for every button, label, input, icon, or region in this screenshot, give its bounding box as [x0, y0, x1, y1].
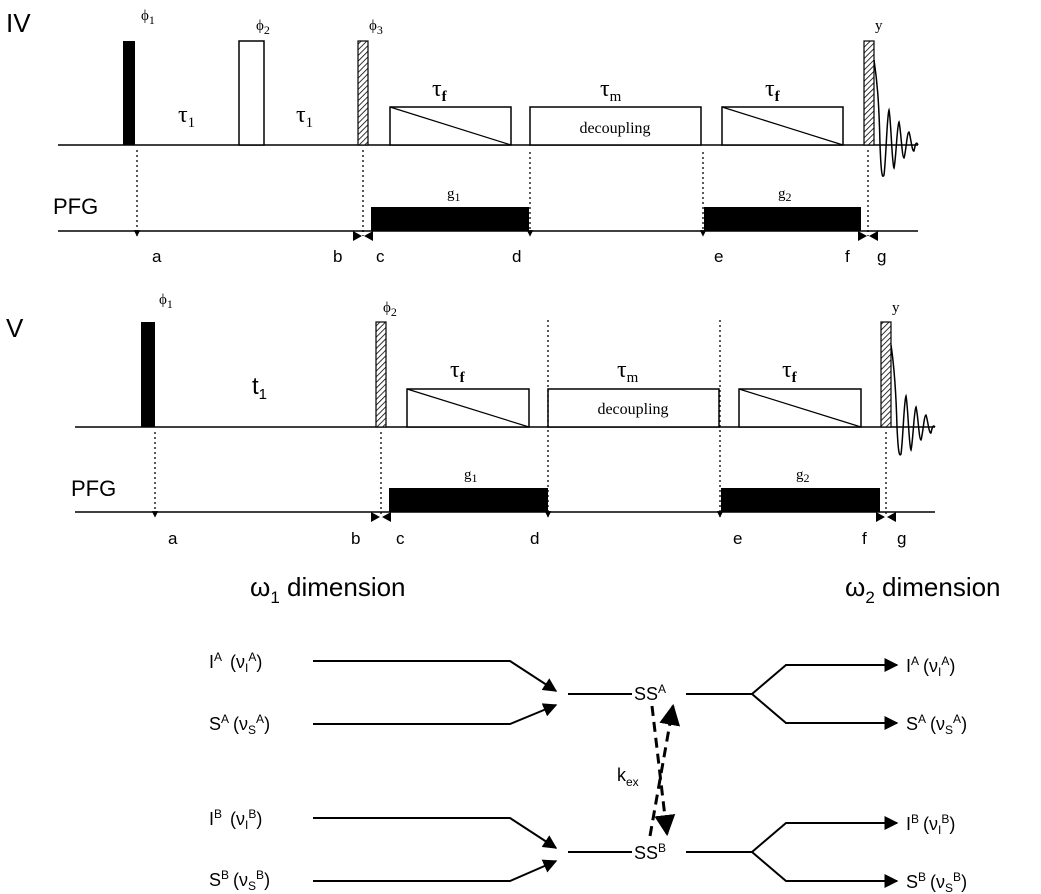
point-a: a	[152, 247, 162, 266]
pulse-phi1	[123, 41, 135, 145]
arrow-sa-to-ssa	[313, 703, 558, 725]
arrow-f	[858, 231, 867, 241]
arrow-ia-to-ssa	[313, 660, 558, 692]
species-left-sa: SA (νSA)	[209, 712, 270, 737]
delay-tau1: τ1	[178, 102, 195, 131]
point-f: f	[845, 247, 850, 266]
arrow-ssb-to-ib	[751, 816, 899, 853]
arrow-ssb-to-sb	[751, 851, 899, 888]
point-d: d	[530, 529, 539, 548]
sequence-iv-label: IV	[6, 8, 31, 38]
delay-tau1: τ1	[296, 102, 313, 131]
phase-label: y	[892, 300, 900, 316]
arrow-ssa-to-ia	[751, 658, 899, 695]
phase-label: ϕ1	[159, 292, 173, 311]
state-ssb: SSB	[634, 841, 666, 863]
species-right-sb: SB (νSB)	[906, 870, 967, 894]
species-left-sb: SB (νSB)	[209, 868, 270, 893]
kex-label: kex	[617, 765, 639, 789]
arrow-ib-to-ssb	[313, 817, 558, 849]
phase-label: ϕ1	[141, 8, 155, 27]
point-c: c	[376, 247, 385, 266]
arrow-b	[353, 231, 362, 241]
g2-label: g2	[796, 467, 810, 485]
sequence-v-label: V	[6, 313, 24, 343]
pulse-y	[880, 321, 892, 428]
tau-m-label: τm	[617, 357, 639, 386]
species-left-ib: IB (νIB)	[209, 807, 262, 832]
pfg-label: PFG	[71, 476, 116, 501]
g1-label: g1	[464, 467, 478, 485]
tau-f-diagonal	[738, 388, 862, 428]
species-right-ib: IB (νIB)	[906, 812, 955, 837]
point-e: e	[733, 529, 742, 548]
decoupling-label: decoupling	[579, 120, 650, 137]
fid-signal	[873, 59, 919, 177]
exchange-arrow-b-to-a	[648, 703, 681, 837]
omega2-dimension-label: ω2 dimension	[845, 572, 1001, 607]
tau-f-diagonal	[389, 106, 512, 146]
decoupling-label: decoupling	[597, 401, 668, 418]
delay-t1: t1	[252, 373, 267, 403]
sequence-iv: IV ϕ1 ϕ2 ϕ3 y τ1 τ1 τf τm τf decoupling …	[6, 8, 919, 266]
arrow-b	[371, 512, 380, 522]
gradient-g2	[721, 488, 880, 512]
species-right-ia: IA (νIA)	[906, 654, 955, 679]
tau-f-label: τf	[782, 357, 798, 386]
tau-f-label: τf	[765, 76, 781, 105]
tau-f-diagonal	[406, 388, 530, 428]
point-b: b	[333, 247, 342, 266]
point-g: g	[897, 529, 906, 548]
point-a: a	[168, 529, 178, 548]
arrow-g	[869, 231, 878, 241]
sequence-v: V ϕ1 ϕ2 y t1 τf τm τf decoupling PFG g1 …	[6, 292, 936, 548]
point-b: b	[351, 529, 360, 548]
arrow-f	[876, 512, 885, 522]
fid-signal	[890, 344, 936, 456]
tau-m-block	[547, 388, 720, 428]
point-d: d	[512, 247, 521, 266]
arrow-c	[382, 512, 391, 522]
tau-f-diagonal	[721, 106, 844, 146]
exchange-arrow-a-to-b	[650, 705, 676, 837]
state-ssa: SSA	[634, 682, 666, 704]
tau-f-label: τf	[432, 76, 448, 105]
pfg-label: PFG	[53, 194, 98, 219]
point-g: g	[877, 247, 886, 266]
pulse-phi1	[141, 322, 155, 427]
gradient-g1	[389, 488, 548, 512]
phase-label: ϕ3	[369, 18, 383, 37]
arrow-ssa-to-sa	[751, 693, 899, 730]
omega1-dimension-label: ω1 dimension	[250, 572, 406, 607]
pulse-y	[863, 40, 875, 146]
phase-label: ϕ2	[256, 18, 270, 37]
arrow-c	[364, 231, 373, 241]
arrow-g	[887, 512, 896, 522]
point-c: c	[396, 529, 405, 548]
arrow-sb-to-ssb	[313, 859, 558, 882]
tau-m-label: τm	[600, 76, 622, 105]
tau-f-label: τf	[450, 357, 466, 386]
gradient-g2	[704, 207, 861, 231]
g1-label: g1	[447, 186, 461, 204]
point-e: e	[714, 247, 723, 266]
pulse-phi2	[375, 321, 387, 428]
pulse-phi2	[238, 40, 265, 146]
pulse-phi3	[357, 40, 369, 146]
phase-label: y	[875, 18, 883, 34]
point-f: f	[862, 529, 867, 548]
g2-label: g2	[778, 186, 792, 204]
tau-m-block	[529, 106, 702, 146]
gradient-g1	[371, 207, 529, 231]
exchange-scheme: IA (νIA) SA (νSA) IB (νIB) SB (νSB) SSA SSB …	[209, 650, 967, 894]
species-left-ia: IA (νIA)	[209, 650, 262, 675]
species-right-sa: SA (νSA)	[906, 712, 967, 737]
phase-label: ϕ2	[383, 300, 397, 319]
